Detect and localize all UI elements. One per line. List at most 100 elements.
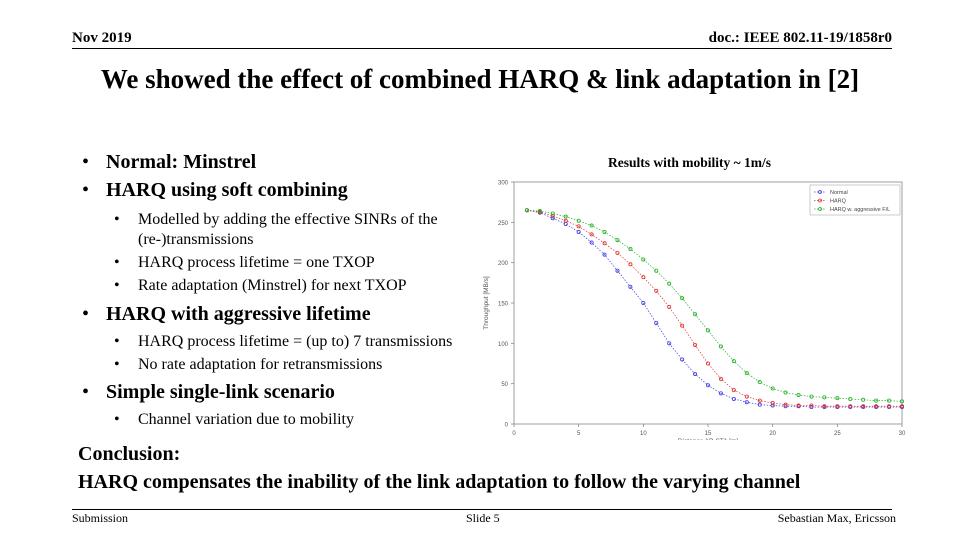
bullet-aggressive: • HARQ with aggressive lifetime xyxy=(82,303,371,325)
data-point xyxy=(628,262,633,267)
data-point xyxy=(783,390,788,395)
data-point xyxy=(848,396,853,401)
data-point xyxy=(667,341,672,346)
conclusion-label: Conclusion: xyxy=(78,443,181,465)
data-point xyxy=(576,230,581,235)
data-point xyxy=(628,246,633,251)
data-point xyxy=(757,380,762,385)
data-point xyxy=(848,404,853,409)
bullet-normal: • Normal: Minstrel xyxy=(82,151,257,173)
conclusion: Conclusion: HARQ compensates the inabili… xyxy=(78,440,800,496)
data-point xyxy=(809,403,814,408)
legend-label: Normal xyxy=(830,190,848,196)
data-point xyxy=(809,405,814,410)
series-line-1 xyxy=(526,209,902,407)
data-point xyxy=(654,321,659,326)
data-point xyxy=(796,392,801,397)
sub-bullet-rate-adaptation: • Rate adaptation (Minstrel) for next TXO… xyxy=(114,277,407,294)
legend-swatch-marker xyxy=(818,207,822,211)
data-point xyxy=(757,402,762,407)
data-point xyxy=(744,394,749,399)
data-point xyxy=(731,359,736,364)
header-rule xyxy=(72,48,892,49)
y-tick-label: 250 xyxy=(498,221,509,227)
data-point xyxy=(718,344,723,349)
legend-label: HARQ w. aggressive F/L xyxy=(830,207,890,213)
plot-area xyxy=(513,181,903,425)
data-point xyxy=(615,268,620,273)
data-point xyxy=(835,396,840,401)
chart-caption: Results with mobility ~ 1m/s xyxy=(608,155,772,170)
data-point xyxy=(667,281,672,286)
data-point xyxy=(874,398,879,403)
sub-bullet-lifetime-text: HARQ process lifetime = one TXOP xyxy=(138,254,375,271)
data-point xyxy=(667,305,672,310)
data-point xyxy=(796,403,801,408)
y-tick-label: 50 xyxy=(501,382,508,388)
data-point xyxy=(602,241,607,246)
bullet-aggressive-text: HARQ with aggressive lifetime xyxy=(106,303,371,325)
data-point xyxy=(744,371,749,376)
footer-submission: Submission xyxy=(72,511,129,525)
footer-rule xyxy=(72,509,892,510)
data-point xyxy=(899,399,904,404)
data-point xyxy=(705,328,710,333)
y-tick-label: 100 xyxy=(498,342,509,348)
throughput-chart: 0 50 100 150 200 250 300 0 5 10 15 20 25 30 Distance A… xyxy=(483,181,906,441)
bullet-harq: • HARQ using soft combining xyxy=(82,179,348,201)
data-point xyxy=(589,232,594,237)
data-point xyxy=(563,218,568,223)
data-point xyxy=(680,357,685,362)
data-point xyxy=(899,404,904,409)
x-tick-label: 0 xyxy=(512,431,516,437)
data-point xyxy=(874,404,879,409)
data-point xyxy=(757,398,762,403)
legend-label: HARQ xyxy=(830,199,847,205)
series-line-0 xyxy=(526,209,902,408)
data-point xyxy=(770,401,775,406)
series-line-2 xyxy=(526,209,903,402)
sub-bullet-no-rate-adaptation: • No rate adaptation for retransmissions xyxy=(114,356,383,373)
data-point xyxy=(744,400,749,405)
data-point xyxy=(809,394,814,399)
data-point xyxy=(524,208,529,213)
sub-bullet-lifetime: • HARQ process lifetime = one TXOP xyxy=(114,254,375,271)
data-point xyxy=(550,216,555,221)
x-tick-label: 20 xyxy=(769,431,776,437)
data-point xyxy=(693,312,698,317)
bullet-single-link: • Simple single-link scenario xyxy=(82,381,335,403)
header-doc-id: doc.: IEEE 802.11-19/1858r0 xyxy=(708,30,892,46)
y-tick-label: 200 xyxy=(498,261,509,267)
data-point xyxy=(835,404,840,409)
x-tick-label: 5 xyxy=(577,431,581,437)
data-point xyxy=(641,257,646,262)
data-point xyxy=(576,218,581,223)
data-point xyxy=(718,376,723,381)
data-point xyxy=(641,275,646,280)
data-point xyxy=(550,211,555,216)
data-point xyxy=(731,396,736,401)
footer-slide-number: Slide 5 xyxy=(466,511,500,525)
legend-swatch-marker xyxy=(818,190,822,194)
legend-swatch-marker xyxy=(818,198,822,203)
data-point xyxy=(887,398,892,403)
sub-bullet-sinr: • Modelled by adding the effective SINRs … xyxy=(114,211,438,248)
data-point xyxy=(615,238,620,243)
data-point xyxy=(602,252,607,257)
data-point xyxy=(861,404,866,409)
data-point xyxy=(693,371,698,376)
data-point xyxy=(589,223,594,228)
data-point xyxy=(654,268,659,273)
data-point xyxy=(615,250,620,255)
x-axis-label: Distance AP-STA [m] xyxy=(678,438,738,440)
data-point xyxy=(718,391,723,396)
x-tick-label: 10 xyxy=(640,431,647,437)
x-tick-label: 25 xyxy=(834,431,841,437)
data-point xyxy=(641,300,646,305)
data-point xyxy=(731,388,736,393)
conclusion-text: HARQ compensates the inability of the li… xyxy=(78,471,801,493)
data-point xyxy=(680,323,685,328)
y-axis-label: Throughput [MB/s] xyxy=(483,276,490,330)
bullet-list: • Normal: Minstrel • HARQ using soft combi… xyxy=(82,148,482,430)
legend-box xyxy=(809,184,901,216)
